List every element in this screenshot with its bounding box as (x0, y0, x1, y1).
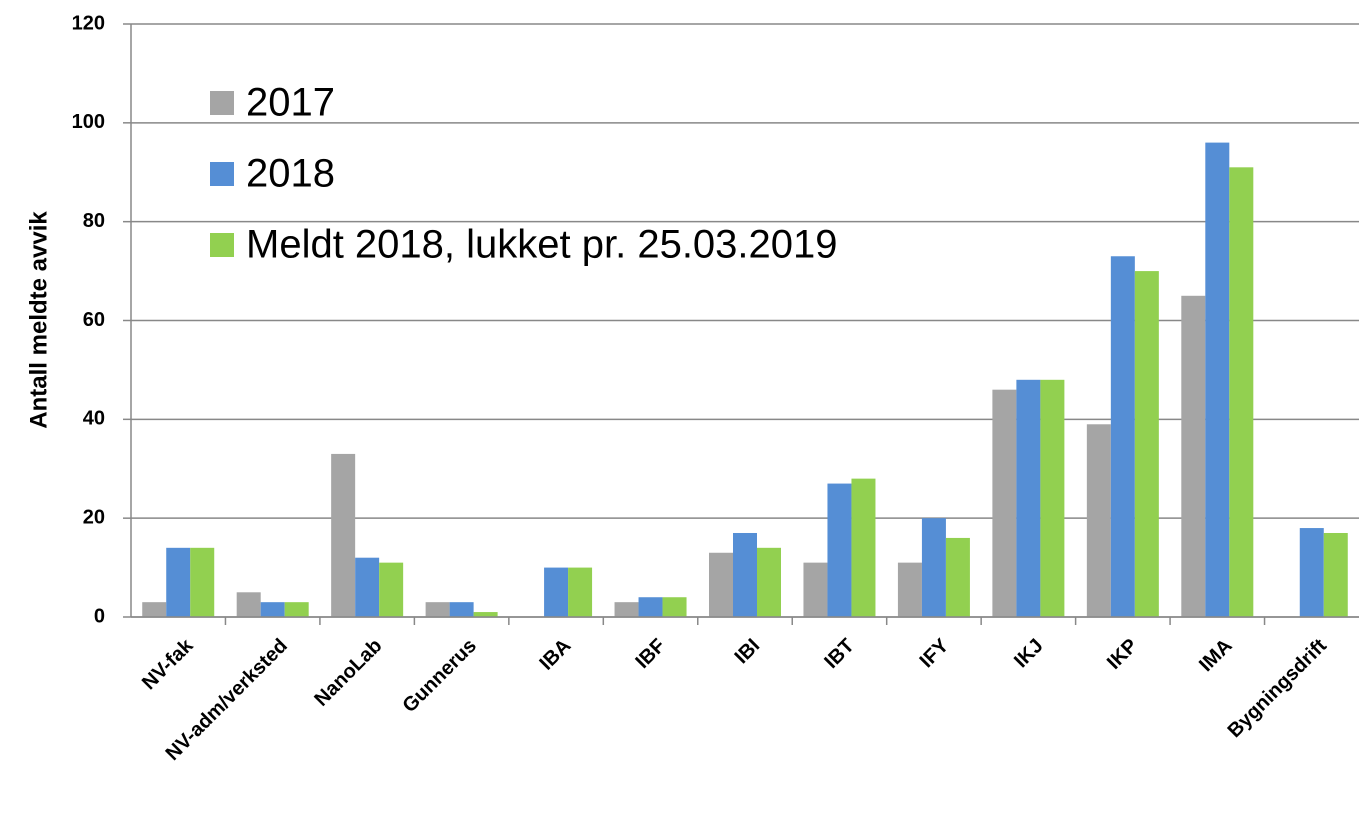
bar (379, 562, 404, 617)
bar (236, 592, 261, 617)
y-tick-label: 40 (83, 408, 105, 430)
legend-label: 2017 (246, 81, 335, 125)
bar (425, 602, 450, 617)
bar (1040, 379, 1065, 617)
legend-label: 2018 (246, 152, 335, 196)
y-tick-label: 80 (83, 210, 105, 232)
bar (1016, 379, 1041, 617)
bar (568, 567, 593, 617)
bar (803, 562, 828, 617)
bar (1086, 424, 1111, 617)
x-tick-label: NanoLab (310, 635, 386, 711)
legend-label: Meldt 2018, lukket pr. 25.03.2019 (246, 223, 838, 267)
bar (449, 602, 474, 617)
bar (260, 602, 285, 617)
bar (662, 597, 687, 617)
y-tick-label: 120 (72, 12, 105, 34)
x-tick-label: IBF (631, 635, 669, 673)
bar (190, 547, 215, 617)
legend-swatch (210, 233, 234, 257)
bar (1299, 528, 1324, 617)
bar (921, 518, 946, 617)
bar (1205, 142, 1230, 617)
bar (284, 602, 309, 617)
bar (1181, 295, 1206, 617)
x-tick-label: Bygningsdrift (1224, 634, 1332, 742)
bar (1229, 167, 1254, 617)
legend-swatch (210, 91, 234, 115)
bar (992, 389, 1017, 617)
bar (733, 532, 757, 617)
bar (827, 483, 852, 617)
legend-swatch (210, 162, 234, 186)
bar (709, 552, 733, 617)
bar (757, 547, 781, 617)
x-tick-label: IBA (535, 635, 575, 675)
bar (355, 557, 380, 617)
y-tick-label: 20 (83, 506, 105, 528)
bar (1110, 256, 1135, 617)
x-tick-label: IKP (1103, 635, 1142, 674)
y-axis-title: Antall meldte avvik (25, 211, 52, 429)
bar (1134, 271, 1159, 617)
x-tick-label: IKJ (1010, 635, 1048, 673)
bar (544, 567, 569, 617)
x-tick-label: Gunnerus (399, 635, 481, 717)
bar (1323, 532, 1348, 617)
x-tick-label: NV-fak (138, 634, 198, 694)
y-tick-label: 60 (83, 309, 105, 331)
bar (166, 547, 191, 617)
x-tick-label: IBT (820, 635, 858, 673)
x-tick-label: IMA (1195, 635, 1236, 676)
bar (142, 602, 167, 617)
bar (331, 453, 356, 617)
bar (851, 478, 876, 617)
bar (945, 537, 970, 617)
y-tick-label: 100 (72, 111, 105, 133)
y-tick-label: 0 (94, 605, 105, 627)
bar (897, 562, 922, 617)
x-tick-label: IBI (731, 635, 765, 669)
bar (638, 597, 663, 617)
x-tick-label: IFY (916, 634, 954, 672)
bar (614, 602, 639, 617)
bar (473, 612, 498, 617)
